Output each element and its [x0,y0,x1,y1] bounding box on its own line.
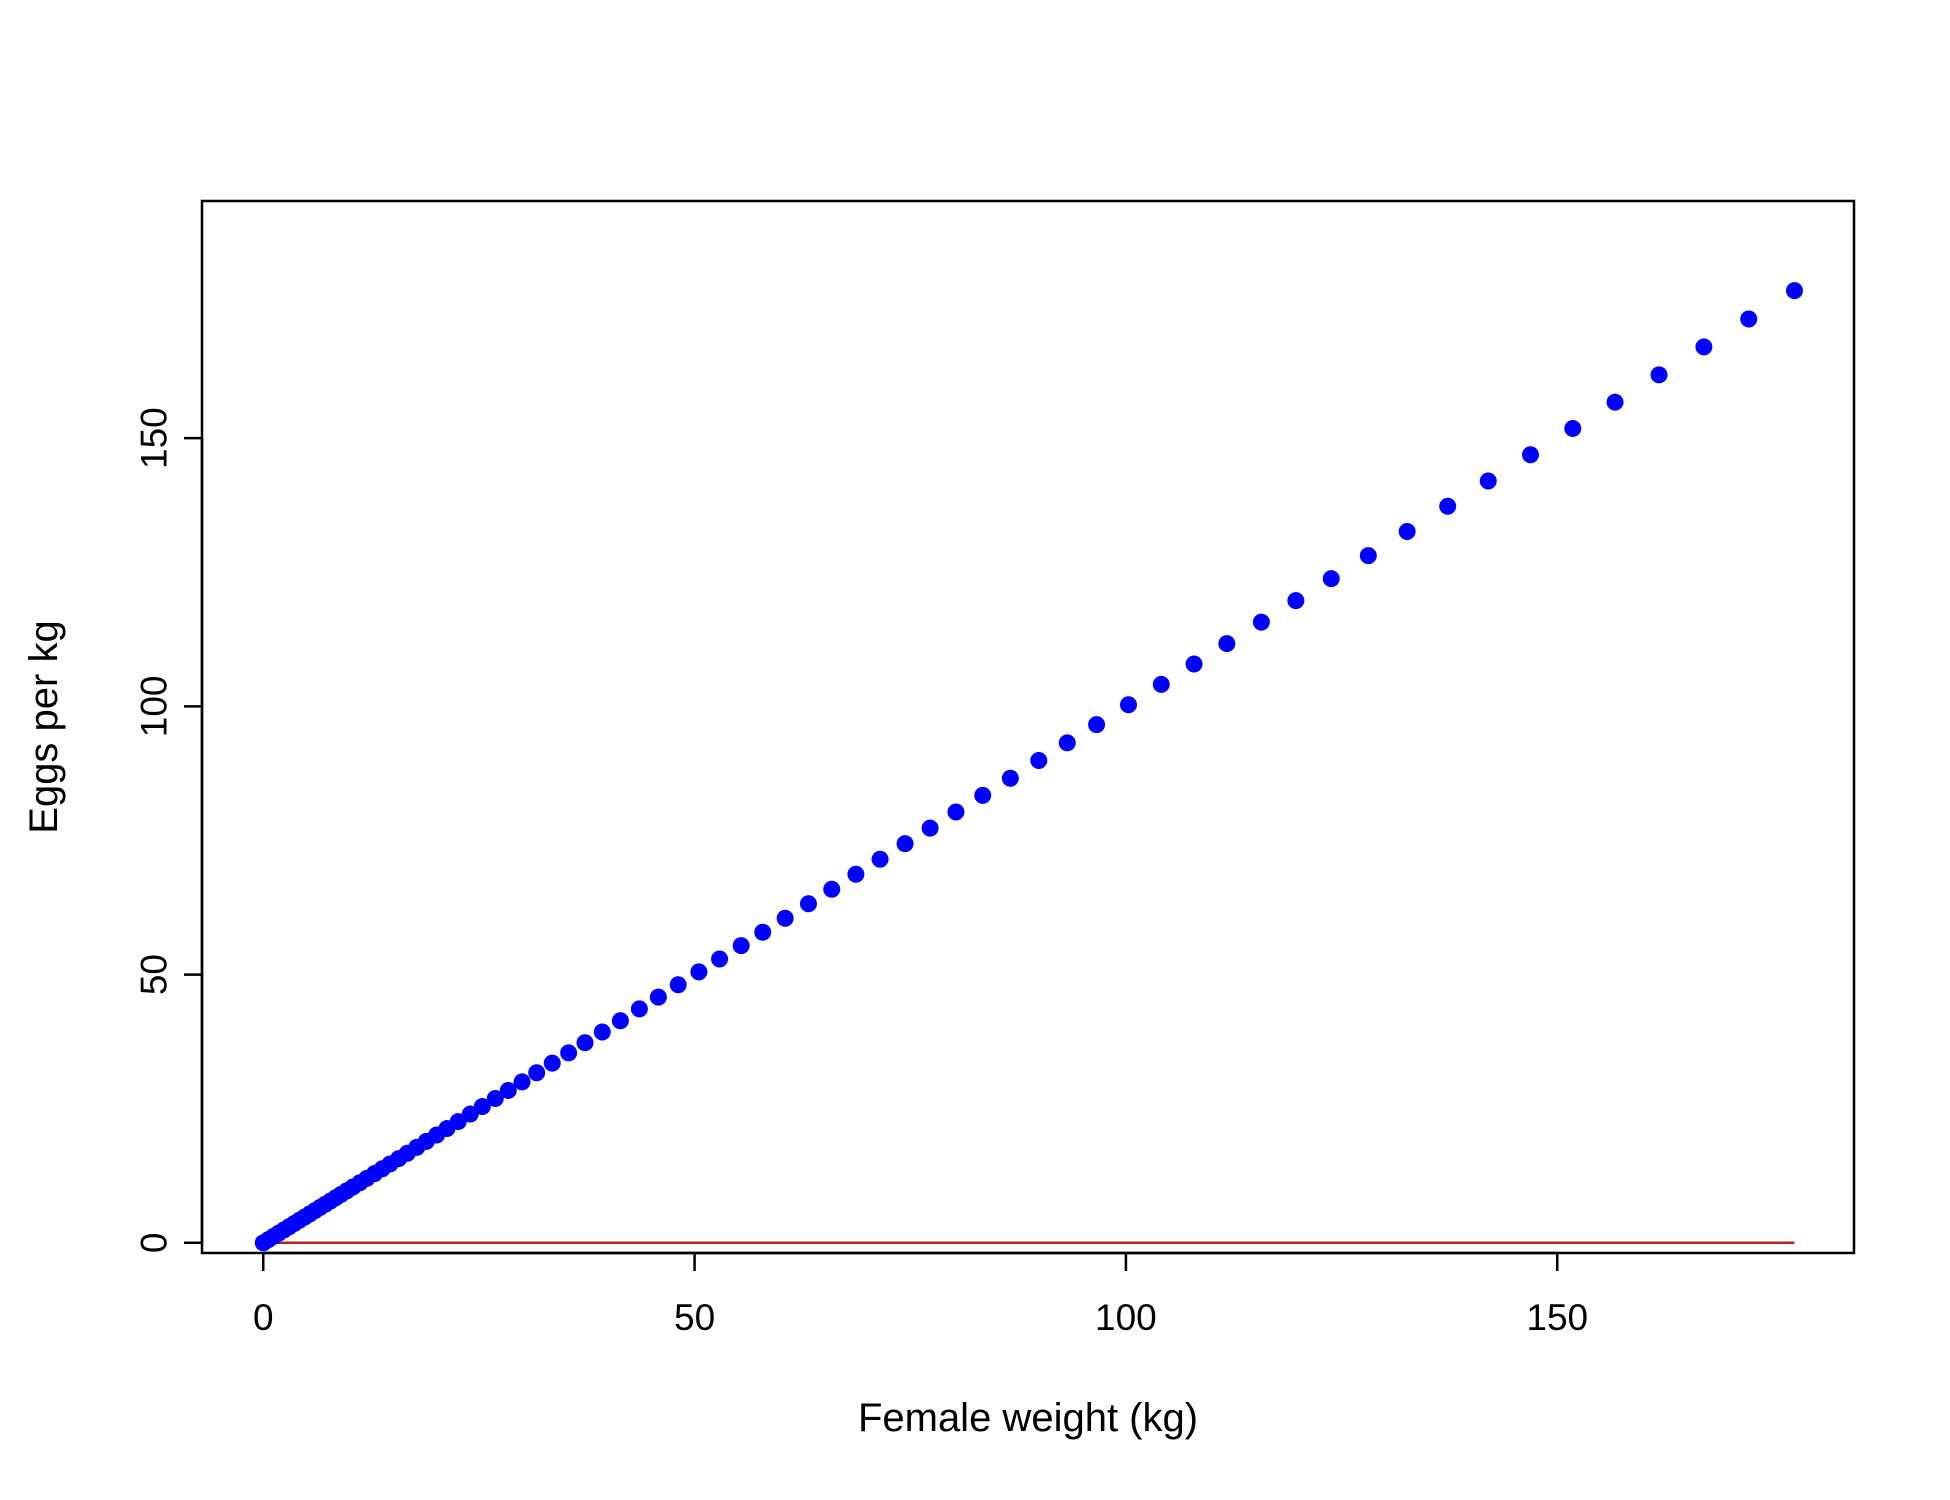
data-point [1088,716,1106,734]
data-point [776,909,794,927]
data-point [630,1000,648,1018]
data-point [1740,310,1758,328]
data-point [1152,675,1170,693]
data-point [1479,472,1497,490]
data-point [1287,592,1305,610]
data-point [1564,419,1582,437]
data-point [1650,366,1668,384]
data-point [513,1073,531,1091]
data-point [974,786,992,804]
x-tick-label: 100 [1095,1297,1157,1338]
data-point [711,950,729,968]
x-tick-label: 50 [674,1297,715,1338]
data-point [823,880,841,898]
data-point [690,963,708,981]
data-point [486,1089,504,1107]
data-point [611,1012,629,1030]
data-point [1185,655,1203,673]
data-point [921,819,939,837]
data-point [847,865,865,883]
data-point [669,976,687,994]
data-point [896,835,914,853]
data-point [799,895,817,913]
data-point [543,1054,561,1072]
data-point [754,923,772,941]
x-axis-title: Female weight (kg) [858,1396,1198,1440]
data-point [1058,734,1076,752]
data-point [1606,393,1624,411]
data-point [1218,635,1236,653]
y-axis: 0 50 100 150 [134,407,204,1254]
data-point [576,1034,594,1052]
data-point [473,1098,491,1116]
data-point [1030,752,1048,770]
x-axis: 0 50 100 150 [253,1251,1588,1338]
plot-frame [200,199,1856,1255]
data-point [499,1081,517,1099]
data-point [1001,769,1019,787]
y-tick-label: 100 [134,675,175,737]
data-point [1522,446,1540,464]
x-tick-label: 0 [253,1297,274,1338]
y-axis-title: Eggs per kg [22,620,66,833]
data-point [1322,570,1340,588]
data-point [1695,338,1713,356]
data-point [732,937,750,955]
data-point [1785,282,1803,300]
data-point [560,1044,578,1062]
y-tick-label: 50 [134,954,175,995]
data-point [649,988,667,1006]
data-point [1120,696,1138,714]
y-tick-label: 150 [134,407,175,469]
y-tick-label: 0 [134,1233,175,1254]
data-point [871,850,889,868]
data-point [528,1064,546,1082]
points-layer [254,282,1803,1252]
data-point [947,803,965,821]
data-point [593,1023,611,1041]
data-point [1439,497,1457,515]
data-point [1398,522,1416,540]
x-tick-label: 150 [1526,1297,1588,1338]
data-point [1359,547,1377,565]
data-point [1252,613,1270,631]
